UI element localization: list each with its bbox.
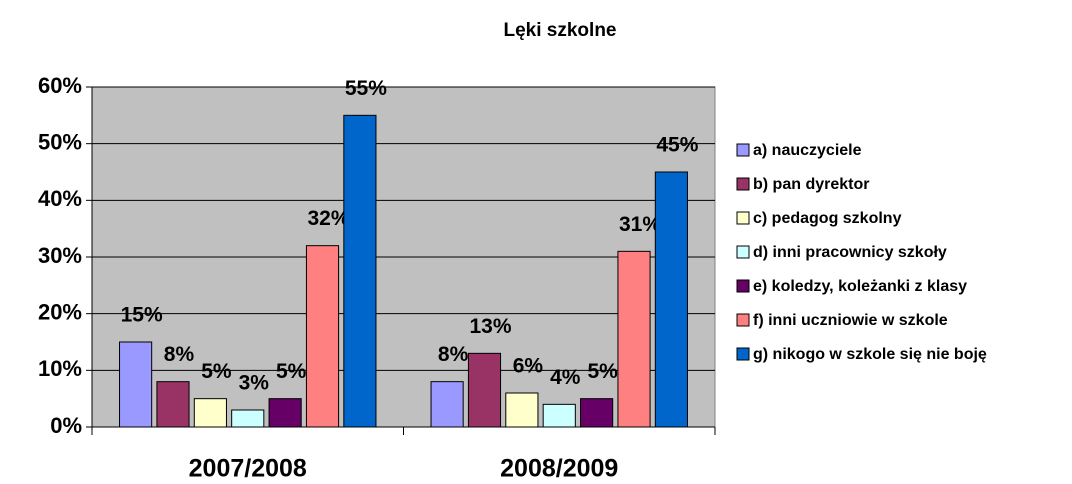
- legend-swatch: [736, 279, 750, 293]
- bar: [343, 114, 377, 428]
- value-label: 6%: [513, 355, 544, 378]
- legend-swatch: [736, 177, 750, 191]
- value-label: 31%: [619, 213, 661, 236]
- y-tick-label: 20%: [38, 299, 82, 324]
- legend-swatch: [736, 211, 750, 225]
- bar: [542, 403, 576, 428]
- value-label: 32%: [307, 207, 349, 230]
- y-tick-label: 40%: [38, 186, 82, 211]
- legend-swatch: [736, 143, 750, 157]
- chart-title: Lęki szkolne: [504, 20, 617, 41]
- legend-label: b) pan dyrektor: [753, 176, 869, 193]
- x-tick-label: 2007/2008: [189, 455, 307, 483]
- y-tick-label: 0%: [50, 413, 82, 438]
- bar: [156, 381, 190, 428]
- legend-label: a) nauczyciele: [753, 142, 862, 159]
- bar: [617, 250, 651, 428]
- value-label: 45%: [656, 134, 698, 157]
- bar: [268, 398, 302, 428]
- value-label: 5%: [587, 360, 618, 383]
- bar: [193, 398, 227, 428]
- value-label: 3%: [239, 372, 270, 395]
- value-label: 5%: [201, 360, 232, 383]
- legend-swatch: [736, 347, 750, 361]
- bar: [580, 398, 614, 428]
- value-label: 8%: [438, 343, 469, 366]
- legend-label: d) inni pracownicy szkoły: [753, 244, 947, 261]
- y-tick-label: 10%: [38, 356, 82, 381]
- value-label: 13%: [469, 315, 511, 338]
- legend-label: c) pedagog szkolny: [753, 210, 902, 227]
- bar: [119, 341, 153, 428]
- y-tick-label: 60%: [38, 73, 82, 98]
- bar: [654, 171, 688, 428]
- legend-label: e) koledzy, koleżanki z klasy: [753, 278, 967, 295]
- y-tick-label: 50%: [38, 129, 82, 154]
- bar: [467, 352, 502, 428]
- value-label: 55%: [345, 77, 387, 100]
- legend-label: g) nikogo w szkole się nie boję: [753, 346, 987, 363]
- bar: [231, 409, 265, 428]
- bar: [430, 381, 464, 428]
- bar: [505, 392, 539, 428]
- x-tick-label: 2008/2009: [500, 455, 618, 483]
- bar: [305, 245, 340, 428]
- legend-swatch: [736, 245, 750, 259]
- value-label: 15%: [121, 304, 163, 327]
- value-label: 4%: [550, 366, 581, 389]
- legend-label: f) inni uczniowie w szkole: [753, 312, 948, 329]
- value-label: 5%: [276, 360, 307, 383]
- legend-swatch: [736, 313, 750, 327]
- value-label: 8%: [164, 343, 195, 366]
- y-tick-label: 30%: [38, 243, 82, 268]
